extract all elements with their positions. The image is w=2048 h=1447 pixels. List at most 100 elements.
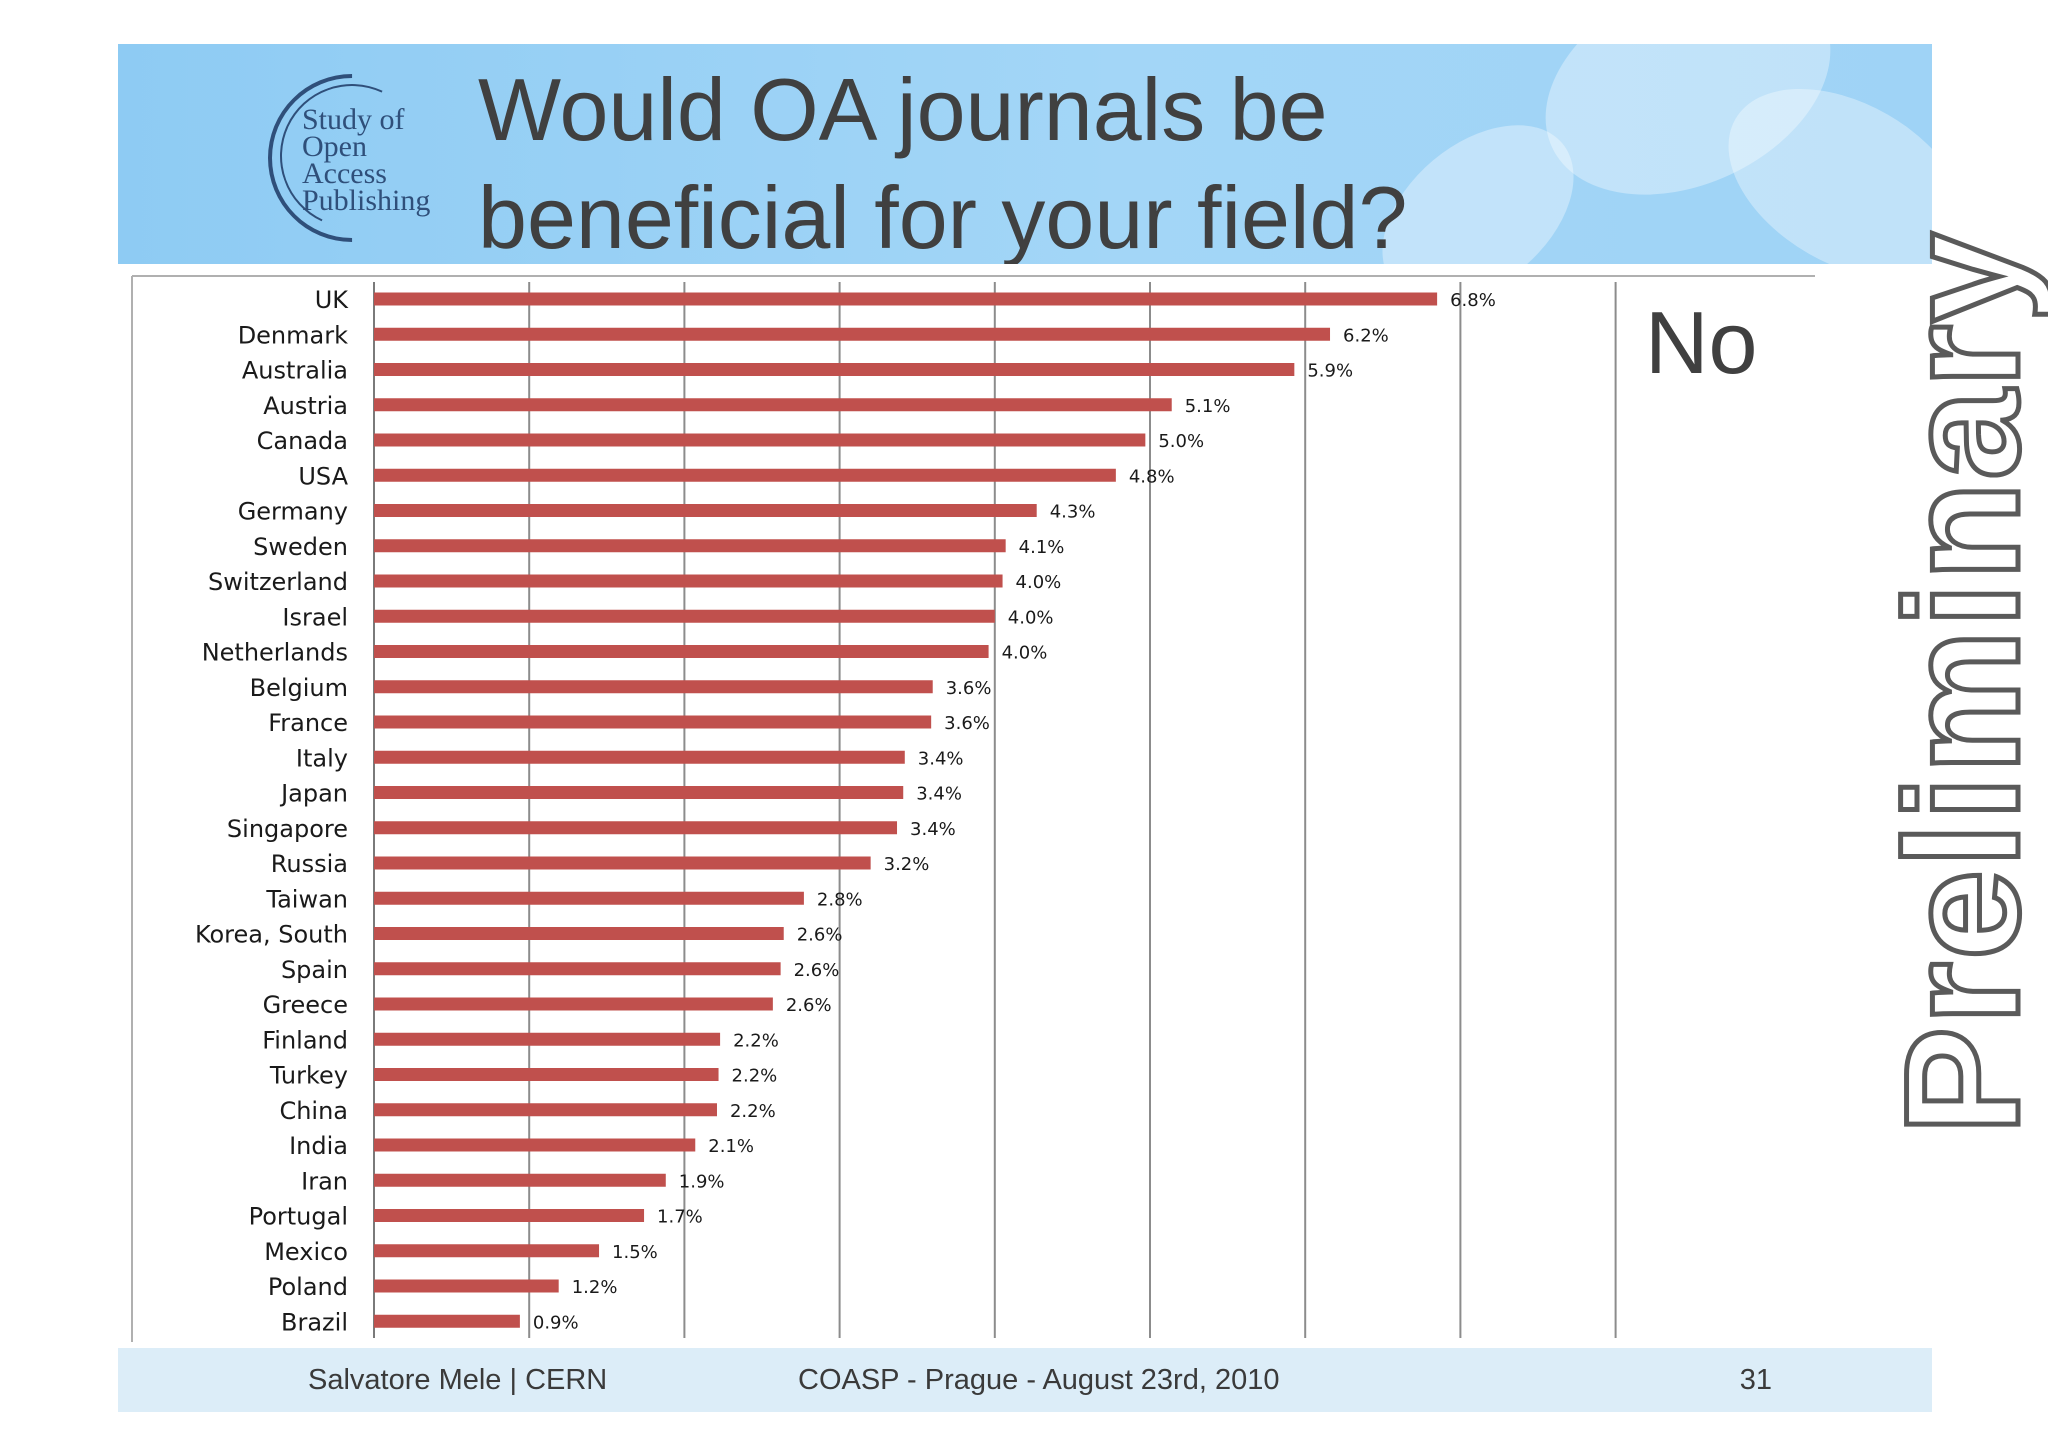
soap-logo: Study of Open Access Publishing	[233, 44, 471, 264]
data-label: 3.4%	[918, 748, 964, 769]
category-label: Belgium	[250, 674, 348, 702]
logo-text: Publishing	[302, 184, 431, 217]
category-label: Portugal	[249, 1203, 348, 1231]
data-label: 5.9%	[1307, 361, 1353, 382]
data-label: 2.6%	[786, 995, 832, 1016]
slide-footer: Salvatore Mele | CERN COASP - Prague - A…	[118, 1348, 1932, 1412]
bar	[374, 539, 1006, 553]
category-label: China	[279, 1097, 348, 1125]
data-label: 4.8%	[1129, 466, 1175, 487]
data-label: 2.6%	[794, 960, 840, 981]
data-label: 3.4%	[910, 819, 956, 840]
category-label: Greece	[263, 991, 348, 1019]
category-label: Canada	[257, 427, 348, 455]
data-label: 5.1%	[1185, 396, 1231, 417]
data-label: 2.2%	[730, 1101, 776, 1122]
footer-page-number: 31	[1739, 1364, 1772, 1396]
category-label: Israel	[282, 603, 348, 631]
bar	[374, 1068, 719, 1081]
category-label: USA	[298, 462, 348, 490]
chart-gridlines	[131, 275, 1815, 1342]
category-label: Brazil	[281, 1308, 348, 1336]
bar	[374, 962, 781, 976]
data-label: 3.6%	[944, 713, 990, 734]
category-label: Korea, South	[195, 921, 348, 949]
data-label: 1.2%	[572, 1277, 618, 1298]
category-label: Austria	[263, 392, 348, 420]
bar	[374, 292, 1438, 306]
data-label: 1.9%	[679, 1171, 725, 1192]
bar	[374, 398, 1172, 412]
data-label: 2.2%	[733, 1030, 779, 1051]
bar	[374, 821, 898, 835]
chart-bars	[374, 292, 1438, 1328]
footer-author: Salvatore Mele | CERN	[308, 1364, 608, 1396]
bar	[374, 574, 1003, 588]
bar	[374, 1314, 520, 1328]
data-label: 4.3%	[1050, 502, 1096, 523]
bar	[374, 750, 905, 764]
chart-labels: UK 6.8% Denmark 6.2% Australia 5.9% Austria 5.1…	[195, 286, 1496, 1336]
category-label: Netherlands	[202, 639, 348, 667]
category-label: France	[268, 709, 348, 737]
category-label: Switzerland	[208, 568, 348, 596]
data-label: 3.2%	[884, 854, 930, 875]
bar	[374, 1103, 717, 1117]
category-label: Spain	[281, 956, 348, 984]
bar	[374, 891, 804, 905]
category-label: Denmark	[238, 321, 348, 349]
category-label: Mexico	[264, 1238, 348, 1266]
logo-text: Access	[302, 157, 387, 190]
data-label: 4.1%	[1019, 537, 1065, 558]
category-label: Australia	[242, 357, 348, 385]
category-label: Sweden	[253, 533, 348, 561]
category-label: Germany	[238, 498, 348, 526]
bar	[374, 468, 1116, 482]
bar	[374, 504, 1037, 517]
bar	[374, 645, 989, 658]
data-label: 6.8%	[1450, 290, 1496, 311]
data-label: 0.9%	[533, 1312, 579, 1333]
data-label: 2.6%	[797, 925, 843, 946]
slide-title: Would OA journals be beneficial for your…	[478, 56, 1878, 264]
bar	[374, 927, 784, 940]
bar	[374, 1244, 600, 1258]
data-label: 2.8%	[817, 889, 863, 910]
data-label: 1.5%	[612, 1242, 658, 1263]
category-label: Turkey	[269, 1062, 348, 1090]
category-label: India	[289, 1132, 348, 1160]
data-label: 6.2%	[1343, 325, 1389, 346]
category-label: Taiwan	[265, 885, 348, 913]
bar	[374, 997, 773, 1011]
data-label: 2.2%	[732, 1066, 778, 1087]
bar	[374, 1138, 696, 1152]
category-label: Poland	[268, 1273, 348, 1301]
bar	[374, 786, 904, 799]
category-label: UK	[315, 286, 350, 314]
logo-text: Open	[302, 130, 367, 163]
data-label: 2.1%	[708, 1136, 754, 1157]
data-label: 4.0%	[1002, 643, 1048, 664]
preliminary-watermark: Preliminary	[1870, 228, 2048, 1137]
slide-title-line-2: beneficial for your field?	[478, 168, 1408, 264]
bar	[374, 363, 1295, 376]
bar	[374, 715, 932, 729]
data-label: 1.7%	[657, 1207, 703, 1228]
panel-label-no: No	[1645, 293, 1758, 392]
slide-title-line-1: Would OA journals be	[478, 60, 1328, 159]
bar	[374, 1173, 666, 1187]
bar	[374, 327, 1331, 341]
category-label: Iran	[301, 1167, 348, 1195]
data-label: 5.0%	[1158, 431, 1204, 452]
category-label: Singapore	[227, 815, 348, 843]
category-label: Russia	[271, 850, 348, 878]
data-label: 4.0%	[1016, 572, 1062, 593]
bar	[374, 856, 871, 870]
bar	[374, 1209, 645, 1222]
logo-text: Study of	[302, 103, 405, 136]
data-label: 3.6%	[946, 678, 992, 699]
data-label: 3.4%	[916, 784, 962, 805]
bar	[374, 1279, 559, 1293]
slide-header: Study of Open Access Publishing Would OA…	[118, 44, 1932, 264]
